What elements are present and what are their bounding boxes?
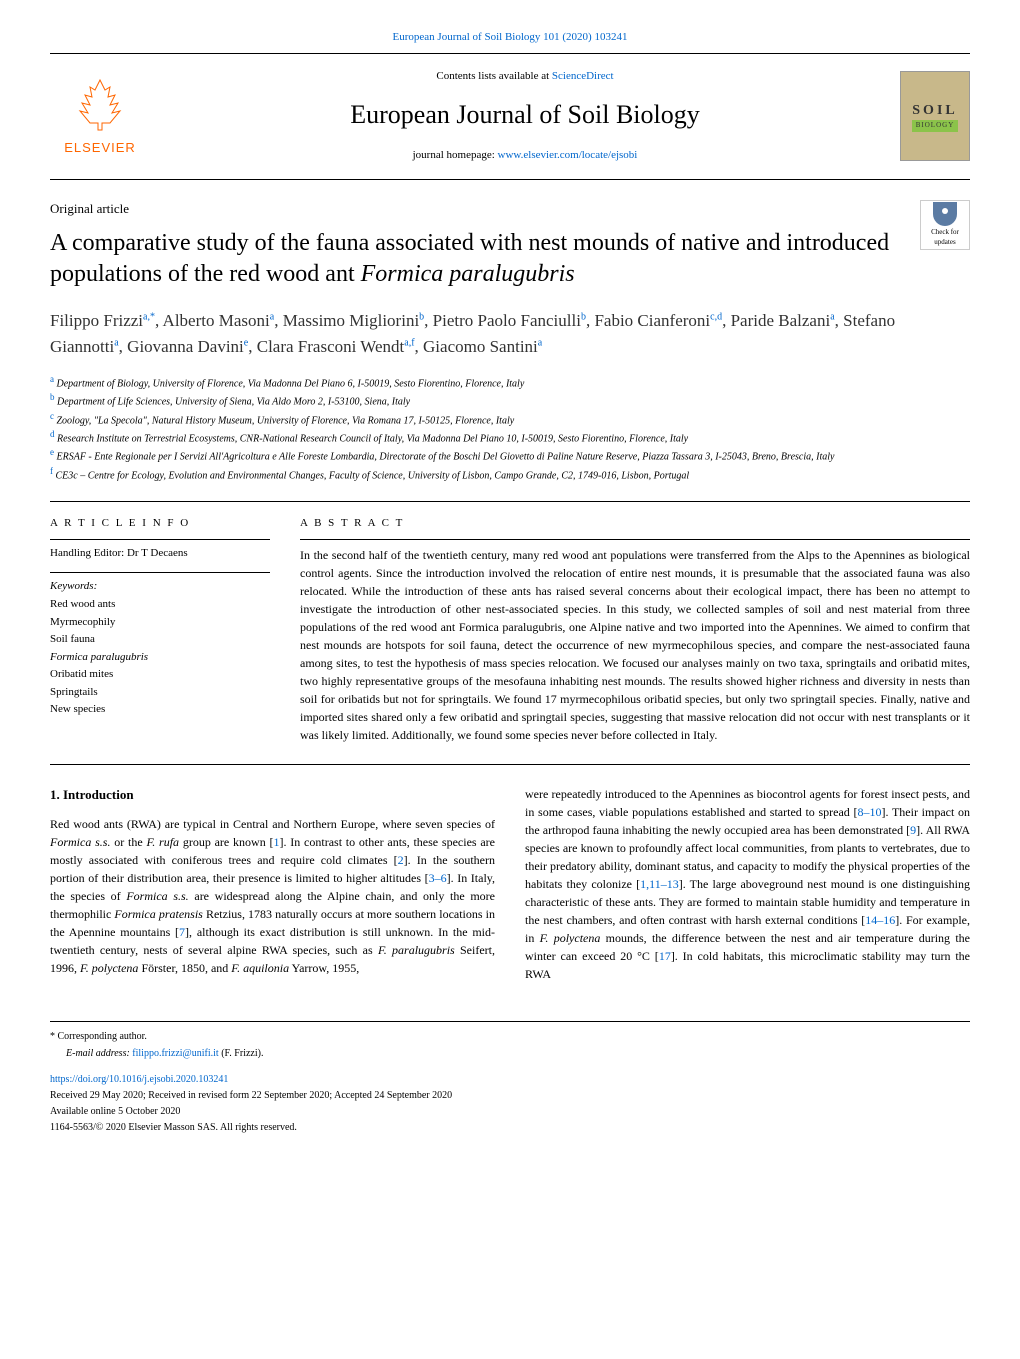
copyright-line: 1164-5563/© 2020 Elsevier Masson SAS. Al… <box>50 1121 970 1135</box>
abstract-text: In the second half of the twentieth cent… <box>300 546 970 744</box>
homepage-line: journal homepage: www.elsevier.com/locat… <box>150 148 900 163</box>
handling-editor: Handling Editor: Dr T Decaens <box>50 546 270 561</box>
info-divider <box>50 539 270 540</box>
keywords-label: Keywords: <box>50 579 270 594</box>
received-line: Received 29 May 2020; Received in revise… <box>50 1089 970 1103</box>
check-updates-badge[interactable]: Check for updates <box>920 200 970 250</box>
journal-name: European Journal of Soil Biology <box>150 97 900 133</box>
elsevier-text: ELSEVIER <box>64 139 136 157</box>
header-citation: European Journal of Soil Biology 101 (20… <box>50 30 970 45</box>
sciencedirect-link[interactable]: ScienceDirect <box>552 70 614 82</box>
abstract-heading: A B S T R A C T <box>300 516 970 531</box>
email-line: E-mail address: filippo.frizzi@unifi.it … <box>66 1047 970 1061</box>
column-right: were repeatedly introduced to the Apenni… <box>525 785 970 991</box>
corresponding-author: * Corresponding author. <box>50 1030 970 1044</box>
available-line: Available online 5 October 2020 <box>50 1105 970 1119</box>
column-left: 1. Introduction Red wood ants (RWA) are … <box>50 785 495 991</box>
abstract-section: A B S T R A C T In the second half of th… <box>300 516 970 744</box>
contents-line: Contents lists available at ScienceDirec… <box>150 69 900 84</box>
journal-cover: SOIL BIOLOGY <box>900 71 970 161</box>
main-content: 1. Introduction Red wood ants (RWA) are … <box>50 785 970 991</box>
soil-text: SOIL <box>912 101 957 121</box>
info-divider <box>50 572 270 573</box>
homepage-prefix: journal homepage: <box>413 149 498 161</box>
info-abstract-section: A R T I C L E I N F O Handling Editor: D… <box>50 516 970 744</box>
title-italic: Formica paralugubris <box>361 261 575 287</box>
contents-prefix: Contents lists available at <box>436 70 551 82</box>
doi-line: https://doi.org/10.1016/j.ejsobi.2020.10… <box>50 1073 970 1087</box>
homepage-link[interactable]: www.elsevier.com/locate/ejsobi <box>498 149 638 161</box>
biology-text: BIOLOGY <box>912 120 959 132</box>
intro-paragraph-2: were repeatedly introduced to the Apenni… <box>525 785 970 983</box>
article-info-heading: A R T I C L E I N F O <box>50 516 270 531</box>
authors-list: Filippo Frizzia,*, Alberto Masonia, Mass… <box>50 308 970 359</box>
divider <box>50 501 970 502</box>
elsevier-tree-icon <box>70 75 130 135</box>
article-type: Original article <box>50 200 970 218</box>
doi-link[interactable]: https://doi.org/10.1016/j.ejsobi.2020.10… <box>50 1074 228 1085</box>
intro-paragraph-1: Red wood ants (RWA) are typical in Centr… <box>50 815 495 977</box>
elsevier-logo: ELSEVIER <box>50 75 150 157</box>
email-prefix: E-mail address: <box>66 1048 132 1059</box>
check-updates-label: Check for updates <box>921 228 969 248</box>
article-info: A R T I C L E I N F O Handling Editor: D… <box>50 516 270 744</box>
email-link[interactable]: filippo.frizzi@unifi.it <box>132 1048 218 1059</box>
check-updates-icon <box>933 202 957 226</box>
abstract-divider <box>300 539 970 540</box>
journal-center: Contents lists available at ScienceDirec… <box>150 69 900 163</box>
email-suffix: (F. Frizzi). <box>219 1048 264 1059</box>
affiliations-list: a Department of Biology, University of F… <box>50 373 970 483</box>
introduction-heading: 1. Introduction <box>50 785 495 805</box>
citation-link[interactable]: European Journal of Soil Biology 101 (20… <box>393 31 628 43</box>
keywords-list: Red wood antsMyrmecophilySoil faunaFormi… <box>50 596 270 718</box>
divider <box>50 764 970 765</box>
journal-header: ELSEVIER Contents lists available at Sci… <box>50 53 970 179</box>
article-title: A comparative study of the fauna associa… <box>50 228 970 290</box>
footer: * Corresponding author. E-mail address: … <box>50 1021 970 1135</box>
